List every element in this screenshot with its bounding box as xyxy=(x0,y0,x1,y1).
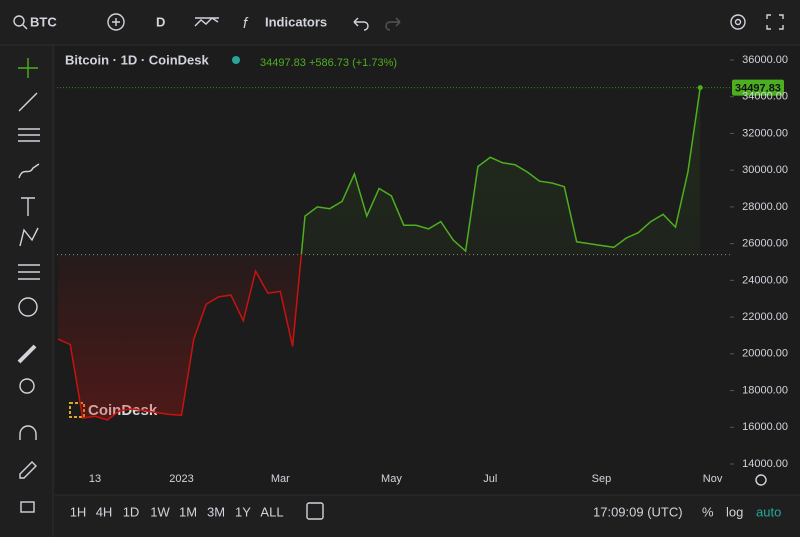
y-tick-label: 22000.00 xyxy=(742,311,788,323)
y-tick-label: 14000.00 xyxy=(742,458,788,470)
text-tool[interactable] xyxy=(21,197,35,216)
last-point xyxy=(697,85,703,91)
interval[interactable]: D xyxy=(156,14,165,29)
range-button[interactable]: 1H xyxy=(70,504,87,519)
range-button[interactable]: 1M xyxy=(179,504,197,519)
fib-tool[interactable] xyxy=(18,128,40,142)
range-button[interactable]: ALL xyxy=(260,504,283,519)
trend-line-tool[interactable] xyxy=(18,92,38,112)
last-price-tag xyxy=(732,79,784,96)
change-pct: (+1.73%) xyxy=(352,57,397,69)
settings-button[interactable] xyxy=(730,14,746,30)
ruler-tool[interactable] xyxy=(17,344,37,364)
price-line xyxy=(57,87,701,421)
compare-button[interactable] xyxy=(107,13,125,31)
y-tick-label: 20000.00 xyxy=(742,348,788,360)
chart: Bitcoin · 1D · CoinDesk 34497.83 +586.73… xyxy=(57,52,784,421)
range-button[interactable]: 1D xyxy=(123,504,140,519)
fx-icon: f xyxy=(243,15,249,32)
zoom-tool[interactable] xyxy=(19,378,35,394)
range-button[interactable]: 4H xyxy=(96,504,113,519)
legend: 34497.83 +586.73 (+1.73%) xyxy=(260,57,397,69)
emoji-tool[interactable] xyxy=(18,297,38,317)
x-tick-label: 13 xyxy=(89,473,101,485)
indicators-button[interactable]: Indicators xyxy=(265,14,327,29)
y-tick-label: 16000.00 xyxy=(742,421,788,433)
x-tick-label: May xyxy=(381,473,402,485)
settings-icon xyxy=(734,18,742,26)
left-toolbar xyxy=(17,58,40,513)
auto-toggle[interactable]: auto xyxy=(756,504,781,519)
pattern-tool[interactable] xyxy=(19,227,39,247)
forecast-tool[interactable] xyxy=(18,264,40,280)
brush-tool[interactable] xyxy=(18,163,40,179)
symbol[interactable]: BTC xyxy=(30,14,57,29)
y-tick-label: 36000.00 xyxy=(742,54,788,66)
x-tick-label: Jul xyxy=(483,473,497,485)
range-button[interactable]: 3M xyxy=(207,504,225,519)
x-tick-label: Mar xyxy=(271,473,290,485)
log-toggle[interactable]: log xyxy=(726,504,743,519)
range-button[interactable]: 1Y xyxy=(235,504,251,519)
search-icon[interactable] xyxy=(13,15,25,27)
last-price-label: 34497.83 xyxy=(735,82,781,94)
axis-settings[interactable] xyxy=(755,474,767,486)
lock-drawing-tool[interactable] xyxy=(19,461,37,479)
chart-type-button[interactable] xyxy=(194,17,219,27)
baseline-fill xyxy=(58,87,701,420)
y-tick-label: 30000.00 xyxy=(742,164,788,176)
top-toolbar: BTC D f Indicators xyxy=(13,13,784,32)
x-tick-label: Sep xyxy=(592,473,612,485)
magnet-tool[interactable] xyxy=(19,425,37,440)
undo-button[interactable] xyxy=(353,17,369,31)
plus-icon xyxy=(112,18,120,26)
bottom-bar: 17:09:09 (UTC) % log auto xyxy=(306,474,781,520)
y-tick-label: 24000.00 xyxy=(742,274,788,286)
y-tick-label: 28000.00 xyxy=(742,201,788,213)
clock: 17:09:09 (UTC) xyxy=(593,504,683,519)
chart-title: Bitcoin · 1D · CoinDesk xyxy=(65,52,210,67)
status-dot xyxy=(232,56,240,64)
percent-toggle[interactable]: % xyxy=(702,504,714,519)
redo-button[interactable] xyxy=(385,17,401,31)
search-icon xyxy=(22,24,28,30)
y-tick-label: 34000.00 xyxy=(742,91,788,103)
fullscreen-button[interactable] xyxy=(766,14,784,30)
y-tick-label: 18000.00 xyxy=(742,384,788,396)
y-tick-label: 26000.00 xyxy=(742,238,788,250)
last-price: 34497.83 xyxy=(260,57,306,69)
lock-tool[interactable] xyxy=(20,501,35,513)
range-button[interactable]: 1W xyxy=(150,504,170,519)
x-tick-label: Nov xyxy=(703,473,723,485)
date-range-button[interactable] xyxy=(306,502,324,520)
y-tick-label: 32000.00 xyxy=(742,127,788,139)
x-tick-label: 2023 xyxy=(169,473,193,485)
change: +586.73 xyxy=(309,57,349,69)
crosshair-tool[interactable] xyxy=(18,58,38,78)
